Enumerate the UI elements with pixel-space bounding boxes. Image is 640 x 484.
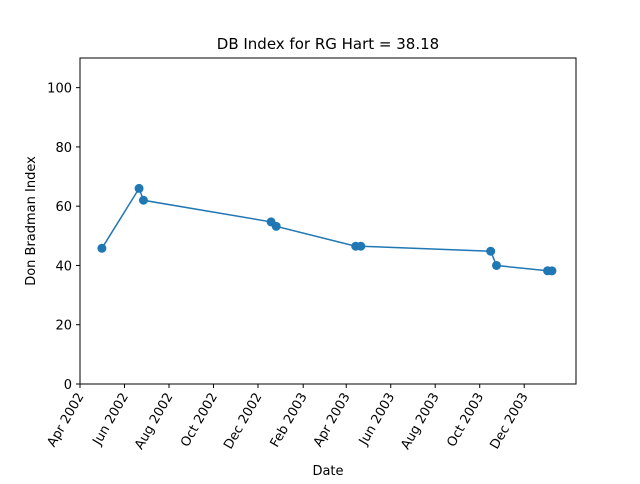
x-axis-label: Date [312,464,343,479]
data-point [356,241,366,251]
x-tick-label: Aug 2003 [398,391,442,453]
y-tick-label: 100 [47,82,72,97]
x-tick-label: Dec 2003 [487,391,531,453]
x-tick-label: Apr 2002 [45,391,88,450]
x-tick-label: Oct 2003 [444,391,487,450]
y-tick-label: 40 [55,259,72,274]
data-point [486,246,496,256]
x-tick-label: Dec 2002 [221,391,265,453]
data-point [138,195,148,205]
x-tick-label: Oct 2002 [178,391,221,450]
x-tick-label: Jun 2003 [356,391,398,449]
plot-area [97,183,557,276]
y-tick-label: 60 [55,200,72,215]
y-tick-label: 20 [55,319,72,334]
x-axis: Apr 2002 Jun 2002 Aug 2002 Oct 2002 Dec 2002… [45,384,532,452]
data-point [547,266,557,276]
data-point [491,260,501,270]
plot-frame [79,57,577,385]
x-tick-label: Aug 2002 [132,391,176,453]
y-axis: 0 20 40 60 80 100 [47,82,80,393]
y-tick-label: 80 [55,141,72,156]
x-tick-label: Jun 2002 [90,391,132,449]
y-tick-label: 0 [64,378,72,393]
chart-title: DB Index for RG Hart = 38.18 [217,35,439,53]
x-tick-label: Feb 2003 [268,391,311,451]
data-point [271,221,281,231]
series-line [101,186,552,272]
data-point [97,243,107,253]
x-tick-label: Apr 2003 [311,391,354,450]
data-point [134,183,144,193]
y-axis-label: Don Bradman Index [24,156,39,286]
